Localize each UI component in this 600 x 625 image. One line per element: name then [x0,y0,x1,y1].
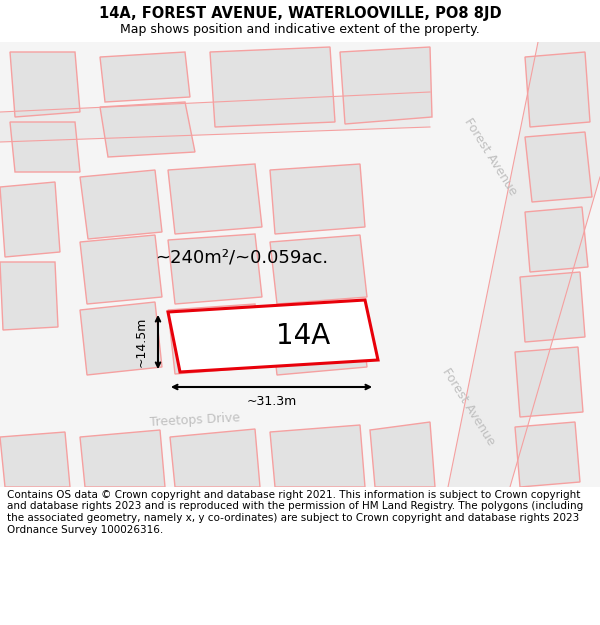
Polygon shape [170,429,260,487]
Text: Contains OS data © Crown copyright and database right 2021. This information is : Contains OS data © Crown copyright and d… [7,490,583,534]
Polygon shape [340,47,432,124]
Polygon shape [80,302,162,375]
Polygon shape [168,300,378,372]
Polygon shape [168,234,262,304]
Polygon shape [10,52,80,117]
Polygon shape [80,170,162,239]
Polygon shape [0,182,60,257]
Text: 14A: 14A [275,322,330,350]
Text: ~31.3m: ~31.3m [247,395,296,408]
Polygon shape [80,235,162,304]
Polygon shape [370,422,435,487]
Polygon shape [0,92,430,142]
Text: Forest Avenue: Forest Avenue [439,366,497,448]
Polygon shape [100,52,190,102]
Polygon shape [80,430,165,487]
Polygon shape [270,164,365,234]
Polygon shape [525,207,588,272]
Text: ~14.5m: ~14.5m [135,317,148,367]
Text: Treetops Drive: Treetops Drive [149,411,241,429]
Polygon shape [515,422,580,487]
Polygon shape [0,262,58,330]
Polygon shape [168,304,262,374]
Text: Map shows position and indicative extent of the property.: Map shows position and indicative extent… [120,22,480,36]
Polygon shape [448,42,600,487]
Text: ~240m²/~0.059ac.: ~240m²/~0.059ac. [155,248,328,266]
Polygon shape [270,425,365,487]
Polygon shape [10,122,80,172]
Polygon shape [210,47,335,127]
Polygon shape [525,132,592,202]
Polygon shape [0,432,70,487]
Polygon shape [270,304,367,375]
Polygon shape [520,272,585,342]
Polygon shape [168,164,262,234]
Text: 14A, FOREST AVENUE, WATERLOOVILLE, PO8 8JD: 14A, FOREST AVENUE, WATERLOOVILLE, PO8 8… [98,6,502,21]
Polygon shape [270,235,367,304]
Polygon shape [515,347,583,417]
Text: Forest Avenue: Forest Avenue [461,116,519,198]
Polygon shape [100,102,195,157]
Polygon shape [525,52,590,127]
